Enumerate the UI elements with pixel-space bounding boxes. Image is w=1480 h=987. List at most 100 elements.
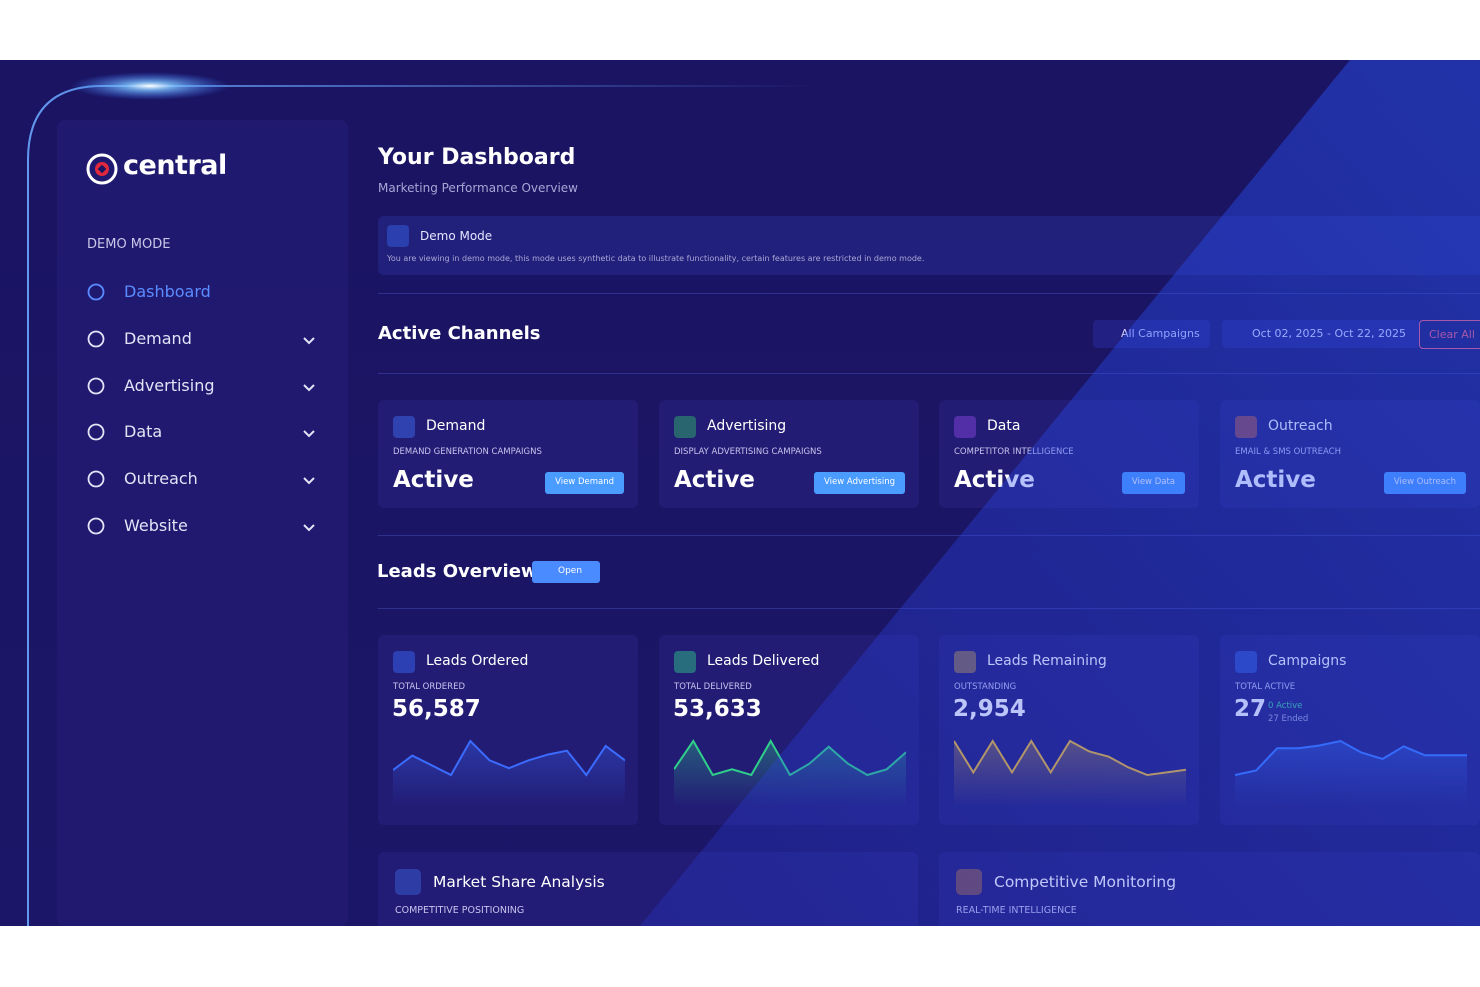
- channel-title: Demand: [426, 418, 486, 434]
- lead-label: TOTAL DELIVERED: [674, 682, 752, 692]
- lead-label: TOTAL ORDERED: [393, 682, 466, 692]
- lead-icon: [954, 651, 976, 673]
- lead-note: 27 Ended: [1268, 714, 1309, 724]
- nav-item[interactable]: Demand: [124, 328, 192, 348]
- channel-status: Active: [393, 467, 474, 493]
- nav-icon: [87, 470, 105, 488]
- nav-icon: [87, 283, 105, 301]
- nav-icon-shape: [87, 330, 105, 348]
- analysis-title: Market Share Analysis: [433, 873, 605, 891]
- lead-label: TOTAL ACTIVE: [1235, 682, 1296, 692]
- channel-status: Active: [954, 467, 1035, 493]
- sparkline: [393, 739, 625, 777]
- nav-chevron[interactable]: [302, 476, 316, 486]
- section-title: Leads Overview: [377, 561, 538, 582]
- channel-icon: [393, 416, 415, 438]
- lead-icon: [393, 651, 415, 673]
- channel-status: Active: [674, 467, 755, 493]
- analysis-subtitle: REAL-TIME INTELLIGENCE: [956, 905, 1077, 916]
- analysis-icon: [956, 869, 982, 895]
- lead-value: 56,587: [392, 696, 481, 722]
- nav-icon-shape: [87, 517, 105, 535]
- divider: [378, 293, 1480, 294]
- lead-icon: [674, 651, 696, 673]
- channel-title: Advertising: [707, 418, 787, 434]
- lead-value: 27: [1234, 696, 1267, 722]
- nav-icon: [87, 517, 105, 535]
- notice-title: Demo Mode: [420, 229, 493, 243]
- lead-value: 2,954: [953, 696, 1026, 722]
- nav-chevron[interactable]: [302, 336, 316, 346]
- divider: [378, 608, 1480, 609]
- lead-value: 53,633: [673, 696, 762, 722]
- sparkline-chart: [393, 739, 625, 807]
- channel-button[interactable]: View Demand: [545, 472, 624, 494]
- sidebar-mode: DEMO MODE: [87, 237, 171, 252]
- nav-icon-shape: [87, 423, 105, 441]
- channel-icon: [1235, 416, 1257, 438]
- notice-text: You are viewing in demo mode, this mode …: [387, 254, 925, 263]
- window-frame: [27, 72, 820, 926]
- divider: [378, 373, 1480, 374]
- section-title: Active Channels: [378, 323, 541, 344]
- filter-campaigns[interactable]: All Campaigns: [1093, 320, 1210, 348]
- sparkline-area: [393, 741, 625, 807]
- lead-title: Leads Remaining: [987, 653, 1107, 669]
- nav-chevron[interactable]: [302, 523, 316, 533]
- nav-icon-shape: [87, 377, 105, 394]
- lead-title: Leads Delivered: [707, 653, 820, 669]
- channel-button[interactable]: View Advertising: [814, 472, 905, 494]
- channel-button[interactable]: View Data: [1121, 472, 1185, 494]
- nav-item[interactable]: Website: [124, 516, 188, 535]
- page-subtitle: Marketing Performance Overview: [378, 181, 578, 195]
- chevron-path: [303, 337, 315, 345]
- lead-icon: [1235, 651, 1257, 673]
- analysis-title: Competitive Monitoring: [994, 873, 1177, 891]
- channel-title: Data: [987, 418, 1021, 434]
- channel-button[interactable]: View Outreach: [1383, 472, 1466, 494]
- channel-subtitle: COMPETITOR INTELLIGENCE: [954, 447, 1074, 457]
- nav-chevron[interactable]: [302, 429, 316, 439]
- lead-label: OUTSTANDING: [954, 682, 1017, 692]
- nav-item[interactable]: Advertising: [124, 375, 215, 395]
- divider: [378, 535, 1480, 536]
- filter-dates[interactable]: Oct 02, 2025 - Oct 22, 2025: [1222, 320, 1420, 348]
- lead-title: Leads Ordered: [426, 653, 529, 669]
- channel-subtitle: DEMAND GENERATION CAMPAIGNS: [393, 447, 542, 457]
- page-title: Your Dashboard: [378, 145, 576, 170]
- nav-item[interactable]: Outreach: [124, 469, 198, 489]
- channel-icon: [674, 416, 696, 438]
- channel-subtitle: DISPLAY ADVERTISING CAMPAIGNS: [674, 447, 822, 457]
- sparkline-chart: [954, 739, 1186, 807]
- nav-icon: [87, 423, 105, 441]
- channel-icon: [954, 416, 976, 438]
- analysis-subtitle: COMPETITIVE POSITIONING: [395, 905, 525, 916]
- logo-icon: [86, 153, 118, 185]
- nav-item[interactable]: Dashboard: [124, 282, 211, 301]
- chevron-path: [303, 477, 315, 485]
- open-toggle[interactable]: Open: [532, 561, 601, 583]
- lead-title: Campaigns: [1268, 653, 1347, 669]
- channel-status: Active: [1235, 467, 1316, 493]
- sparkline-chart: [1235, 739, 1467, 807]
- sparkline-chart: [674, 738, 906, 807]
- nav-item[interactable]: Data: [124, 422, 163, 442]
- clear-all[interactable]: Clear All: [1419, 320, 1480, 349]
- sparkline-area: [1235, 741, 1467, 807]
- nav-icon: [87, 377, 105, 394]
- sparkline: [674, 738, 906, 777]
- notice-icon: [387, 225, 409, 247]
- nav-icon-shape: [87, 470, 105, 488]
- nav-chevron[interactable]: [302, 383, 316, 393]
- channel-title: Outreach: [1268, 418, 1333, 434]
- analysis-icon: [395, 869, 421, 895]
- logo-ring: [86, 153, 118, 185]
- channel-subtitle: EMAIL & SMS OUTREACH: [1235, 447, 1341, 457]
- chevron-path: [303, 524, 315, 532]
- chevron-path: [303, 430, 315, 438]
- app-window: central DEMO MODE Dashboard Demand Advertisi…: [0, 60, 1480, 926]
- nav-icon-shape: [87, 283, 105, 301]
- logo-text: central: [123, 150, 227, 181]
- chevron-path: [303, 383, 315, 392]
